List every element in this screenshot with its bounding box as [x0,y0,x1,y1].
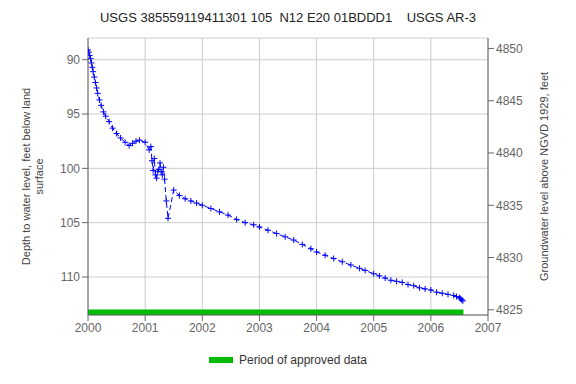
svg-text:Groundwater level above NGVD 1: Groundwater level above NGVD 1929, feet [538,72,550,281]
svg-text:2000: 2000 [75,321,102,335]
svg-text:110: 110 [61,270,80,284]
svg-text:4845: 4845 [496,94,523,108]
svg-text:4825: 4825 [496,303,523,317]
svg-text:4850: 4850 [496,42,523,56]
svg-text:2006: 2006 [418,321,445,335]
html-text:USGS 385559119411301 105 N12 E: USGS 385559119411301 105 N12 E20 01BDDD1… [100,10,476,25]
svg-text:2003: 2003 [246,321,273,335]
svg-text:4830: 4830 [496,251,523,265]
svg-text:2002: 2002 [189,321,216,335]
html-text:Period of approved data: Period of approved data [239,353,367,367]
svg-text:100: 100 [60,162,80,176]
svg-text:2004: 2004 [303,321,330,335]
svg-text:4835: 4835 [496,199,523,213]
svg-text:4840: 4840 [496,146,523,160]
svg-text:2001: 2001 [132,321,159,335]
svg-text:105: 105 [60,216,80,230]
svg-text:2005: 2005 [360,321,387,335]
svg-text:Depth to water level, feet bel: Depth to water level, feet below landsur… [20,88,45,265]
svg-text:2007: 2007 [475,321,502,335]
svg-text:90: 90 [67,53,81,67]
svg-text:95: 95 [67,107,81,121]
